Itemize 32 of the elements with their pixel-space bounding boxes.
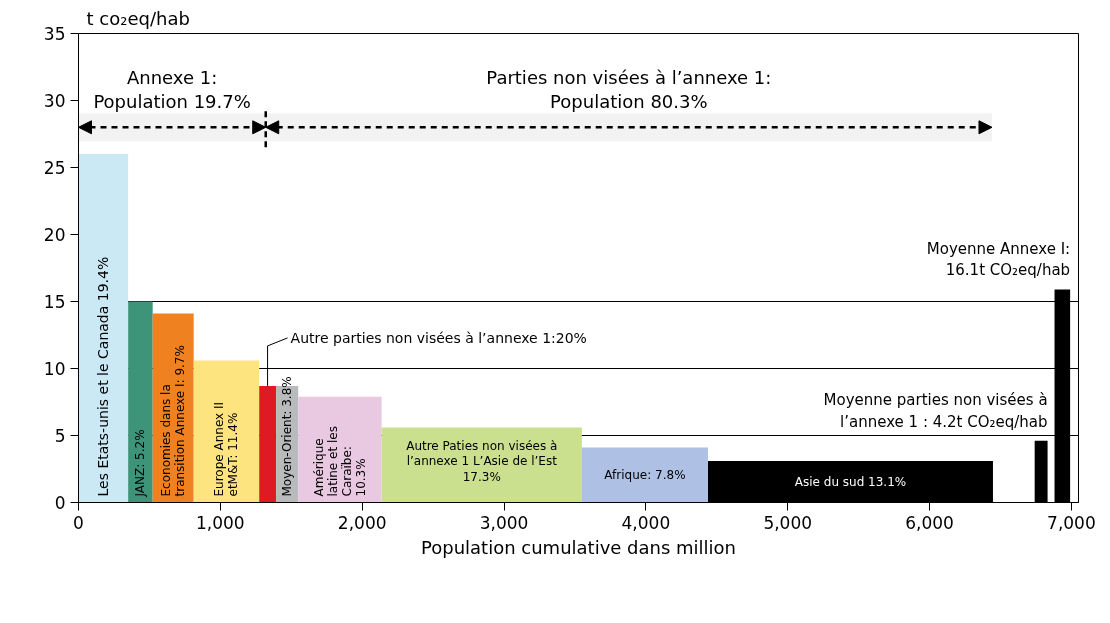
annotation: Europe Annex II etM&T: 11.4%: [212, 401, 241, 497]
y-tick-label: 30: [43, 91, 66, 111]
y-tick-label: 15: [43, 292, 66, 312]
y-tick-label: 5: [54, 426, 66, 446]
annotation: Amérique latine et les Caraïbe: 10.3%: [311, 426, 368, 497]
annotation: Moyen-Orient: 3.8%: [280, 376, 295, 497]
x-tick-label: 4,000: [621, 512, 671, 533]
annotation: JANZ: 5.2%: [133, 429, 148, 498]
y-tick-label: 0: [54, 493, 66, 513]
annotation: Afrique: 7.8%: [604, 468, 686, 483]
annotation: Moyenne Annexe I: 16.1t CO₂eq/hab: [926, 239, 1071, 280]
x-tick-label: 7,000: [1047, 512, 1096, 533]
annotation: Economies dans la transition Annexe I: 9.7%: [159, 345, 188, 497]
annotation: Autre parties non visées à l’annexe 1:20%: [290, 329, 587, 346]
annotation: Les Etats-unis et le Canada 19.4%: [95, 256, 112, 497]
annotation: Moyenne parties non visées à l’annexe 1 : 4.2t CO₂eq/hab: [823, 391, 1048, 431]
y-axis-title: t co₂eq/hab: [86, 7, 190, 29]
x-axis-title: Population cumulative dans million: [421, 536, 736, 558]
band-label: Parties non visées à l’annexe 1: Population 80.3%: [486, 66, 772, 112]
y-tick-label: 10: [43, 359, 66, 379]
y-tick-label: 35: [43, 24, 66, 44]
annotation: Asie du sud 13.1%: [794, 474, 907, 489]
x-tick-label: 2,000: [337, 512, 387, 533]
x-tick-label: 6,000: [905, 512, 954, 533]
y-tick-label: 20: [43, 225, 66, 245]
x-tick-label: 0: [73, 512, 84, 533]
x-tick-label: 3,000: [479, 512, 529, 533]
band-label: Annexe 1: Population 19.7%: [93, 66, 251, 112]
x-tick-label: 5,000: [763, 512, 813, 533]
annotation: Autre Paties non visées à l’annexe 1 L’Asie de l’Est 17.3%: [406, 438, 558, 484]
x-tick-label: 1,000: [196, 512, 245, 533]
y-tick-label: 25: [43, 158, 66, 178]
